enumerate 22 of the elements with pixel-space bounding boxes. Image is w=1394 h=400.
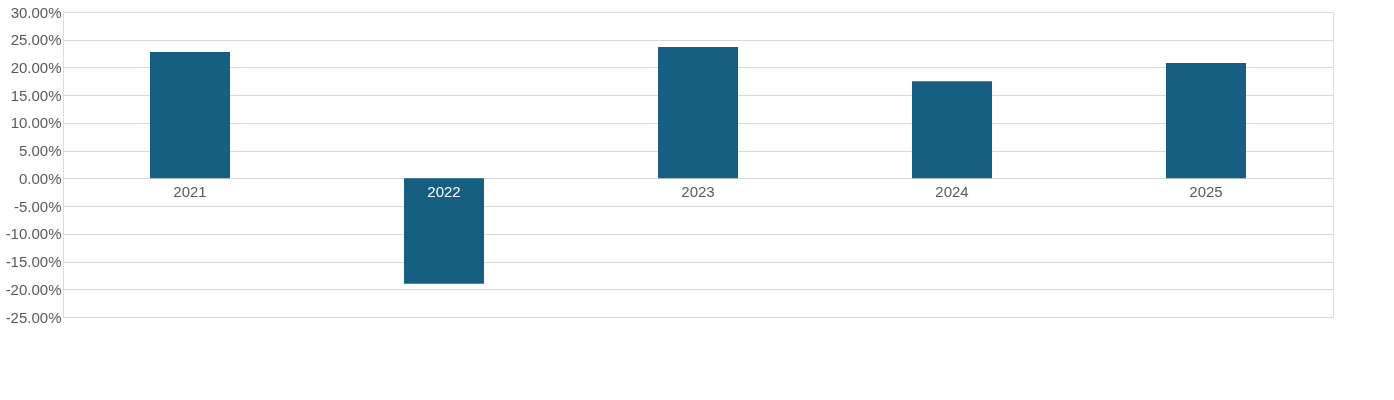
x-tick-label: 2021 xyxy=(173,182,207,200)
x-tick-label: 2023 xyxy=(681,182,715,200)
y-tick-label: -5.00% xyxy=(13,197,62,215)
y-tick-label: -10.00% xyxy=(5,225,62,243)
bar xyxy=(150,51,230,179)
y-tick-label: 0.00% xyxy=(18,169,62,187)
y-tick-label: 25.00% xyxy=(10,31,62,49)
y-tick-label: 15.00% xyxy=(10,86,62,104)
y-tick-label: 5.00% xyxy=(18,142,62,160)
y-tick-label: -15.00% xyxy=(5,253,62,271)
bar xyxy=(404,178,484,284)
bar xyxy=(658,46,738,179)
x-tick-label: 2024 xyxy=(935,182,969,200)
x-tick-label: 2022 xyxy=(427,182,461,200)
bar xyxy=(912,81,992,179)
x-tick-label: 2025 xyxy=(1189,182,1223,200)
y-tick-label: 20.00% xyxy=(10,58,62,76)
bar xyxy=(1166,63,1246,179)
y-tick-label: 10.00% xyxy=(10,114,62,132)
y-tick-label: 30.00% xyxy=(10,3,62,21)
y-tick-label: -25.00% xyxy=(5,308,62,326)
y-tick-label: -20.00% xyxy=(5,280,62,298)
